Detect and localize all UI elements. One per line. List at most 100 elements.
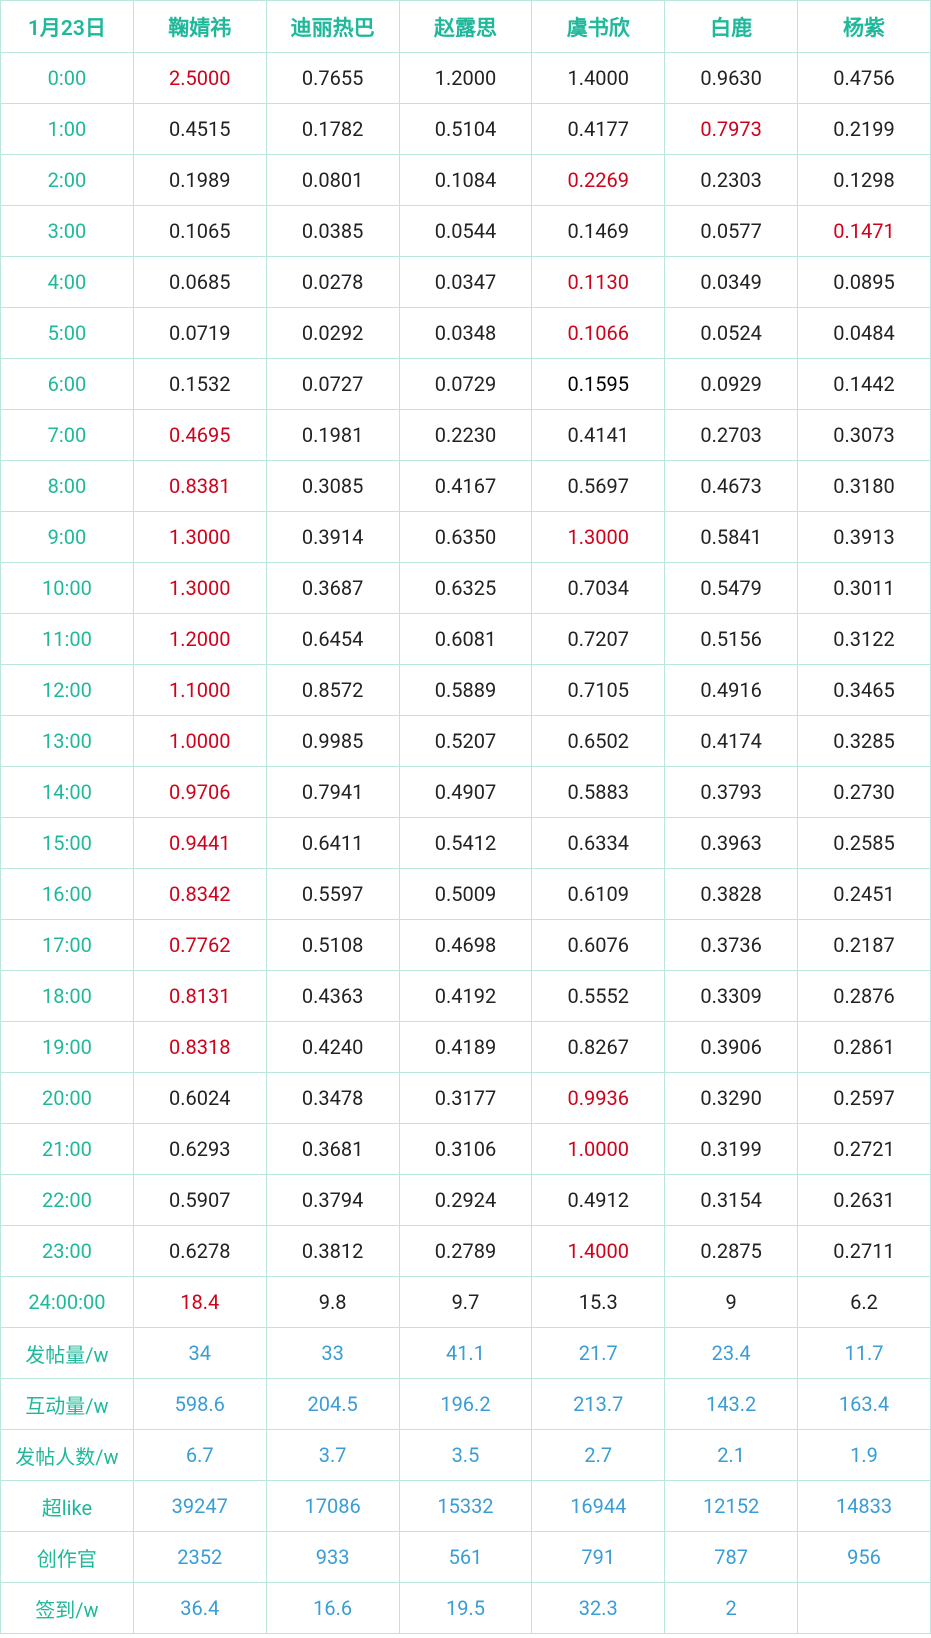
- row-label: 20:00: [1, 1073, 134, 1124]
- row-label: 19:00: [1, 1022, 134, 1073]
- cell-value: 0.6502: [532, 716, 665, 767]
- cell-value: 0.1981: [266, 410, 399, 461]
- cell-value: 0.5479: [665, 563, 798, 614]
- cell-value: 0.9630: [665, 53, 798, 104]
- cell-value: 0.2303: [665, 155, 798, 206]
- cell-value: 0.0719: [133, 308, 266, 359]
- cell-value: 0.7941: [266, 767, 399, 818]
- cell-value: 163.4: [798, 1379, 931, 1430]
- cell-value: 0.1471: [798, 206, 931, 257]
- cell-value: 17086: [266, 1481, 399, 1532]
- cell-value: 0.3913: [798, 512, 931, 563]
- row-label: 18:00: [1, 971, 134, 1022]
- cell-value: 0.2789: [399, 1226, 532, 1277]
- cell-value: 561: [399, 1532, 532, 1583]
- cell-value: 0.6076: [532, 920, 665, 971]
- table-row: 超like392471708615332169441215214833: [1, 1481, 931, 1532]
- cell-value: 0.0484: [798, 308, 931, 359]
- cell-value: 0.2711: [798, 1226, 931, 1277]
- row-label: 13:00: [1, 716, 134, 767]
- table-row: 15:000.94410.64110.54120.63340.39630.258…: [1, 818, 931, 869]
- row-label: 发帖人数/w: [1, 1430, 134, 1481]
- cell-value: 143.2: [665, 1379, 798, 1430]
- cell-value: 0.6109: [532, 869, 665, 920]
- cell-value: 1.9: [798, 1430, 931, 1481]
- table-row: 互动量/w598.6204.5196.2213.7143.2163.4: [1, 1379, 931, 1430]
- cell-value: 0.0348: [399, 308, 532, 359]
- cell-value: 0.3914: [266, 512, 399, 563]
- cell-value: 0.5156: [665, 614, 798, 665]
- cell-value: 23.4: [665, 1328, 798, 1379]
- table-row: 20:000.60240.34780.31770.99360.32900.259…: [1, 1073, 931, 1124]
- cell-value: 0.3154: [665, 1175, 798, 1226]
- table-row: 11:001.20000.64540.60810.72070.51560.312…: [1, 614, 931, 665]
- cell-value: 16944: [532, 1481, 665, 1532]
- cell-value: 0.1532: [133, 359, 266, 410]
- cell-value: 0.2924: [399, 1175, 532, 1226]
- cell-value: 9: [665, 1277, 798, 1328]
- cell-value: 0.6278: [133, 1226, 266, 1277]
- row-label: 超like: [1, 1481, 134, 1532]
- cell-value: 0.6024: [133, 1073, 266, 1124]
- stats-table: 1月23日 鞠婧祎 迪丽热巴 赵露思 虞书欣 白鹿 杨紫 0:002.50000…: [0, 0, 931, 1634]
- row-label: 3:00: [1, 206, 134, 257]
- cell-value: 0.5883: [532, 767, 665, 818]
- row-label: 15:00: [1, 818, 134, 869]
- table-row: 14:000.97060.79410.49070.58830.37930.273…: [1, 767, 931, 818]
- cell-value: 0.3285: [798, 716, 931, 767]
- cell-value: 1.0000: [133, 716, 266, 767]
- cell-value: 0.2230: [399, 410, 532, 461]
- table-row: 0:002.50000.76551.20001.40000.96300.4756: [1, 53, 931, 104]
- cell-value: 0.3199: [665, 1124, 798, 1175]
- cell-value: 0.5841: [665, 512, 798, 563]
- cell-value: 1.2000: [133, 614, 266, 665]
- cell-value: 0.5104: [399, 104, 532, 155]
- cell-value: 33: [266, 1328, 399, 1379]
- table-row: 22:000.59070.37940.29240.49120.31540.263…: [1, 1175, 931, 1226]
- cell-value: 0.3290: [665, 1073, 798, 1124]
- cell-value: 41.1: [399, 1328, 532, 1379]
- cell-value: 0.7973: [665, 104, 798, 155]
- row-label: 24:00:00: [1, 1277, 134, 1328]
- cell-value: 1.3000: [133, 563, 266, 614]
- cell-value: 0.8267: [532, 1022, 665, 1073]
- cell-value: 36.4: [133, 1583, 266, 1634]
- cell-value: 0.3073: [798, 410, 931, 461]
- cell-value: 0.7207: [532, 614, 665, 665]
- table-row: 19:000.83180.42400.41890.82670.39060.286…: [1, 1022, 931, 1073]
- row-label: 7:00: [1, 410, 134, 461]
- cell-value: 2352: [133, 1532, 266, 1583]
- cell-value: 0.6454: [266, 614, 399, 665]
- cell-value: 0.2585: [798, 818, 931, 869]
- cell-value: 0.4363: [266, 971, 399, 1022]
- row-label: 23:00: [1, 1226, 134, 1277]
- cell-value: 0.3963: [665, 818, 798, 869]
- cell-value: 1.4000: [532, 1226, 665, 1277]
- cell-value: 18.4: [133, 1277, 266, 1328]
- cell-value: 0.4240: [266, 1022, 399, 1073]
- cell-value: 0.5009: [399, 869, 532, 920]
- cell-value: 2.7: [532, 1430, 665, 1481]
- cell-value: 0.4912: [532, 1175, 665, 1226]
- cell-value: 0.0278: [266, 257, 399, 308]
- cell-value: 0.0292: [266, 308, 399, 359]
- cell-value: 213.7: [532, 1379, 665, 1430]
- cell-value: 0.0577: [665, 206, 798, 257]
- header-col-5: 杨紫: [798, 1, 931, 53]
- row-label: 1:00: [1, 104, 134, 155]
- cell-value: 787: [665, 1532, 798, 1583]
- cell-value: 0.5552: [532, 971, 665, 1022]
- cell-value: 0.8381: [133, 461, 266, 512]
- cell-value: 0.4698: [399, 920, 532, 971]
- header-col-0: 鞠婧祎: [133, 1, 266, 53]
- table-row: 7:000.46950.19810.22300.41410.27030.3073: [1, 410, 931, 461]
- cell-value: 0.4167: [399, 461, 532, 512]
- cell-value: 0.0524: [665, 308, 798, 359]
- cell-value: 0.3180: [798, 461, 931, 512]
- cell-value: 0.0544: [399, 206, 532, 257]
- cell-value: 0.4174: [665, 716, 798, 767]
- cell-value: 598.6: [133, 1379, 266, 1430]
- cell-value: 0.1782: [266, 104, 399, 155]
- cell-value: 0.3828: [665, 869, 798, 920]
- table-row: 4:000.06850.02780.03470.11300.03490.0895: [1, 257, 931, 308]
